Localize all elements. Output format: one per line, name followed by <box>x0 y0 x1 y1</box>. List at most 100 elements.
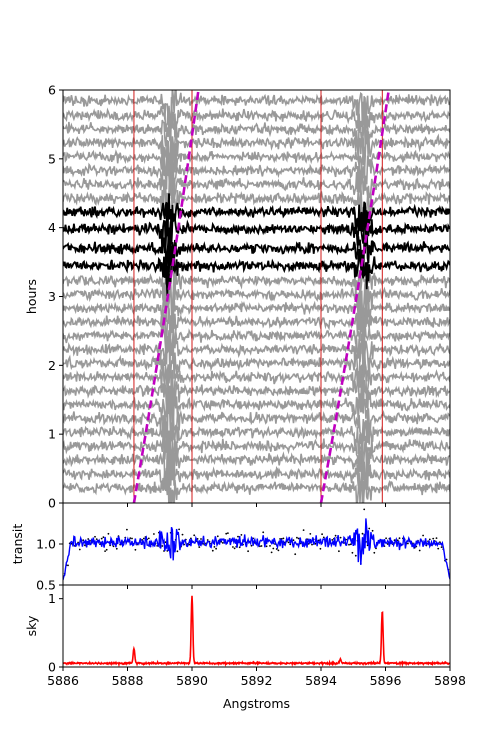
transit-point-368 <box>371 529 374 532</box>
main-y-tick-label-5: 5 <box>48 151 56 166</box>
spectrum-row-in-transit-17 <box>63 221 450 285</box>
sky-y-axis-label: sky <box>24 615 39 636</box>
transit-point-224 <box>250 544 253 547</box>
transit-point-142 <box>181 533 184 536</box>
spectrum-row-oot-8 <box>63 348 450 408</box>
spectrum-row-oot-14 <box>63 275 450 324</box>
transit-point-156 <box>193 534 196 537</box>
transit-point-96 <box>142 537 145 540</box>
transit-point-60 <box>112 545 115 548</box>
main-y-tick-label-3: 3 <box>48 289 56 304</box>
transit-point-362 <box>366 544 369 547</box>
velocity-track-1 <box>319 90 391 503</box>
transit-point-370 <box>373 551 376 554</box>
transit-point-358 <box>363 508 366 511</box>
transit-point-424 <box>418 549 421 552</box>
transit-point-268 <box>287 541 290 544</box>
spectrum-row-oot-15 <box>63 264 450 312</box>
transit-point-164 <box>200 538 202 540</box>
transit-point-180 <box>213 546 216 548</box>
main-y-tick-label-1: 1 <box>48 427 56 442</box>
transit-point-190 <box>221 542 224 544</box>
transit-point-212 <box>240 534 243 536</box>
spectrum-row-oot-27 <box>63 90 450 137</box>
transit-point-342 <box>349 543 352 546</box>
main-y-ticks: 0 1 2 3 4 5 6 <box>48 83 63 511</box>
transit-x-ticks <box>62 585 451 589</box>
spectrum-row-oot-9 <box>63 338 450 395</box>
transit-point-178 <box>211 549 214 552</box>
spectrum-row-oot-0 <box>63 459 450 503</box>
sky-series-line <box>62 595 451 668</box>
transit-point-274 <box>292 539 295 542</box>
transit-point-196 <box>227 532 229 534</box>
sky-x-tick-label-4: 5894 <box>305 673 337 688</box>
spectrum-row-oot-4 <box>63 413 450 470</box>
sky-plot-area <box>62 595 451 668</box>
transit-point-444 <box>435 537 438 539</box>
main-y-tick-label-2: 2 <box>48 358 56 373</box>
spectrum-row-in-transit-18 <box>63 202 450 273</box>
transit-point-138 <box>178 528 181 531</box>
transit-point-50 <box>104 550 106 552</box>
transit-point-320 <box>331 539 334 541</box>
spectrum-row-oot-2 <box>63 440 450 492</box>
transit-point-54 <box>107 532 110 535</box>
transit-point-306 <box>319 547 322 550</box>
velocity-track-0 <box>132 90 200 503</box>
spectrum-row-oot-7 <box>63 371 450 414</box>
sky-x-tick-label-5: 5896 <box>370 673 402 688</box>
transit-panel: 0.5 1.0 transit <box>10 502 451 593</box>
transit-point-24 <box>82 539 85 542</box>
transit-y-tick-label-1: 1.0 <box>36 537 56 552</box>
sky-y-ticks: 01 <box>48 591 63 675</box>
spectrum-row-oot-6 <box>63 382 450 433</box>
transit-point-296 <box>311 543 313 546</box>
transit-point-80 <box>129 537 132 539</box>
transit-point-384 <box>385 537 387 540</box>
transit-point-204 <box>233 547 236 550</box>
spectrum-row-oot-13 <box>63 286 450 332</box>
transit-point-40 <box>95 538 98 540</box>
transit-point-102 <box>147 537 150 540</box>
transit-point-294 <box>309 533 312 535</box>
transit-point-308 <box>321 533 323 536</box>
transit-point-246 <box>269 545 271 547</box>
transit-point-428 <box>422 534 424 537</box>
spectrum-row-in-transit-19 <box>63 193 450 245</box>
sky-frame <box>62 584 451 668</box>
transit-point-238 <box>262 531 265 534</box>
transit-point-20 <box>78 548 81 551</box>
transit-point-194 <box>225 532 228 535</box>
main-y-axis-label: hours <box>24 279 39 314</box>
transit-point-136 <box>176 550 179 553</box>
sky-x-tick-label-0: 5886 <box>47 673 79 688</box>
sky-y-tick-label-1: 1 <box>48 591 56 606</box>
spectrum-row-in-transit-16 <box>63 242 450 297</box>
transit-point-236 <box>260 545 263 547</box>
transit-point-6 <box>67 564 69 567</box>
transit-point-400 <box>398 537 401 540</box>
sky-x-ticks: 5886 5888 5890 5892 5894 5896 5898 <box>47 667 466 688</box>
transit-point-456 <box>445 558 448 561</box>
sky-y-tick-label-0: 0 <box>48 660 56 675</box>
transit-point-202 <box>232 546 234 548</box>
main-y-tick-label-4: 4 <box>48 220 56 235</box>
transit-y-tick-label-0: 0.5 <box>36 578 56 593</box>
main-panel: 0 1 2 3 4 5 6 hours <box>24 83 451 511</box>
transit-point-286 <box>302 529 305 531</box>
transit-point-356 <box>361 532 364 535</box>
transit-point-242 <box>265 545 268 548</box>
sky-x-tick-label-3: 5892 <box>241 673 273 688</box>
spectrum-row-oot-20 <box>63 161 450 230</box>
spectrum-row-oot-22 <box>63 140 450 199</box>
transit-point-450 <box>440 546 443 548</box>
sky-x-tick-label-1: 5888 <box>112 673 144 688</box>
transit-point-76 <box>126 528 128 531</box>
spectrum-row-oot-23 <box>63 132 450 194</box>
transit-point-64 <box>115 547 118 550</box>
transit-point-182 <box>215 547 218 550</box>
transit-point-250 <box>272 547 275 550</box>
main-plot-area <box>63 90 450 503</box>
sky-x-tick-label-6: 5898 <box>434 673 466 688</box>
